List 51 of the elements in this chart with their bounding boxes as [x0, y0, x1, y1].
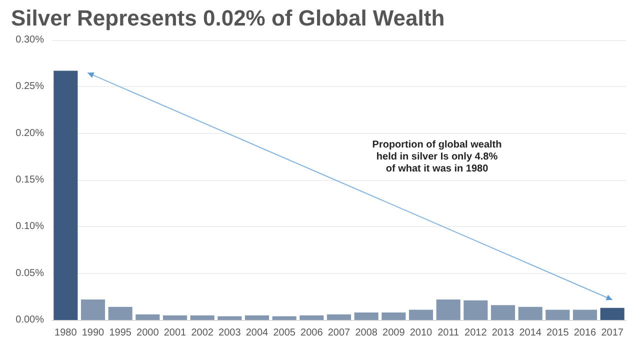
bar: [464, 300, 488, 320]
bar: [300, 315, 324, 320]
x-tick-label: 2011: [438, 328, 460, 338]
x-tick-label: 2017: [601, 328, 624, 338]
y-tick-label: 0.30%: [16, 34, 44, 46]
bar: [436, 299, 460, 320]
x-tick-label: 2002: [191, 328, 214, 338]
bar: [54, 70, 78, 320]
bar: [382, 312, 406, 320]
bar: [80, 299, 106, 320]
y-tick-label: 0.10%: [16, 221, 44, 232]
bar: [190, 315, 214, 320]
bar: [572, 310, 598, 320]
x-tick-label: 2003: [218, 328, 242, 338]
y-tick-label: 0.05%: [16, 268, 44, 279]
x-tick-label: 2010: [410, 328, 433, 338]
x-tick-label: 2006: [300, 328, 324, 338]
bar: [162, 315, 188, 320]
bar: [354, 312, 378, 320]
x-tick-label: 2000: [136, 328, 160, 338]
x-tick-label: 2012: [464, 328, 488, 338]
x-tick-label: 1990: [82, 328, 105, 338]
x-tick-label: 2016: [574, 328, 597, 338]
bar: [490, 305, 516, 320]
bar: [272, 316, 296, 320]
y-tick-label: 0.15%: [16, 174, 44, 186]
bar: [600, 308, 624, 320]
bar: [218, 316, 242, 320]
x-tick-label: 2007: [328, 328, 351, 338]
y-tick-label: 0.25%: [16, 81, 44, 92]
x-tick-label: 2013: [492, 328, 515, 338]
bar: [108, 306, 132, 320]
chart-title: Silver Represents 0.02% of Global Wealth: [11, 6, 445, 30]
x-tick-label: 1980: [54, 328, 78, 338]
bar: [408, 310, 434, 320]
annotation: Proportion of global wealth held in silver Is only 4.8% of what it was in 1980: [372, 140, 502, 174]
bar: [136, 314, 160, 320]
bar: [244, 315, 270, 320]
x-tick-label: 2001: [164, 328, 187, 338]
x-tick-label: 2004: [246, 328, 269, 338]
x-tick-label: 1995: [109, 328, 132, 338]
x-tick-label: 2014: [519, 328, 542, 338]
bar: [326, 314, 352, 320]
x-tick-label: 2005: [273, 328, 296, 338]
x-tick-label: 2009: [382, 328, 406, 338]
x-tick-label: 2015: [546, 328, 570, 338]
y-tick-label: 0.20%: [16, 128, 44, 139]
x-tick-label: 2008: [355, 328, 378, 338]
bar: [518, 306, 542, 320]
y-tick-label: 0.00%: [16, 314, 44, 326]
bar: [546, 310, 570, 320]
